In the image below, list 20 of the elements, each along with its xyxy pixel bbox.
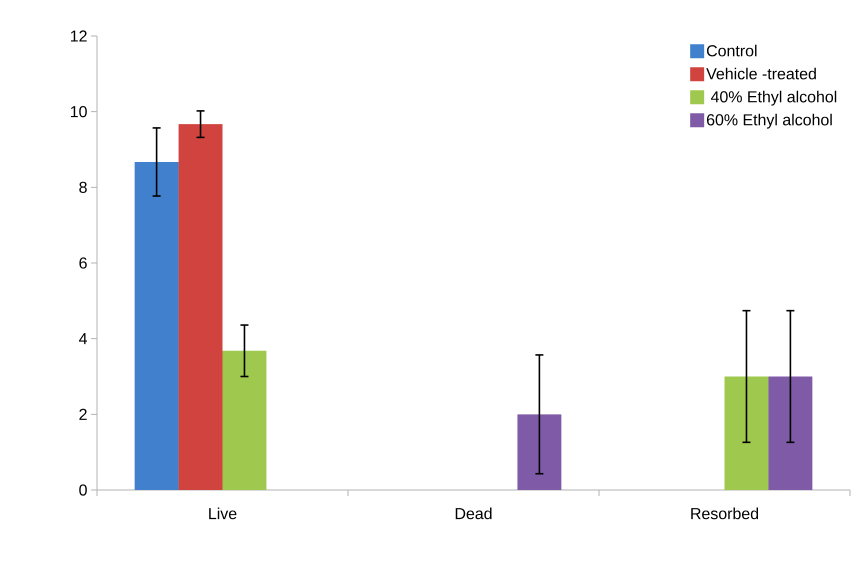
bar — [222, 350, 266, 490]
y-tick-label: 6 — [79, 257, 87, 269]
bar — [134, 162, 179, 490]
y-tick-label: 4 — [78, 333, 88, 344]
y-tick-label: 0 — [79, 484, 87, 496]
x-tick-label: Live — [209, 508, 236, 520]
y-tick-label: 12 — [70, 30, 87, 42]
bar — [724, 376, 768, 490]
legend-label: 40% Ethyl alcohol — [710, 90, 836, 106]
bar — [178, 124, 223, 490]
bar — [768, 376, 812, 490]
x-tick-label: Dead — [456, 508, 492, 520]
y-tick-label: 10 — [70, 106, 87, 118]
legend-label: Control — [706, 44, 756, 56]
legend-label: Vehicle -treated — [706, 68, 816, 80]
bar — [517, 414, 562, 490]
legend-label: 60% Ethyl alcohol — [706, 114, 832, 129]
y-tick-label: 2 — [79, 408, 87, 420]
x-tick-label: Resorbed — [691, 508, 758, 520]
y-tick-label: 8 — [79, 182, 87, 193]
